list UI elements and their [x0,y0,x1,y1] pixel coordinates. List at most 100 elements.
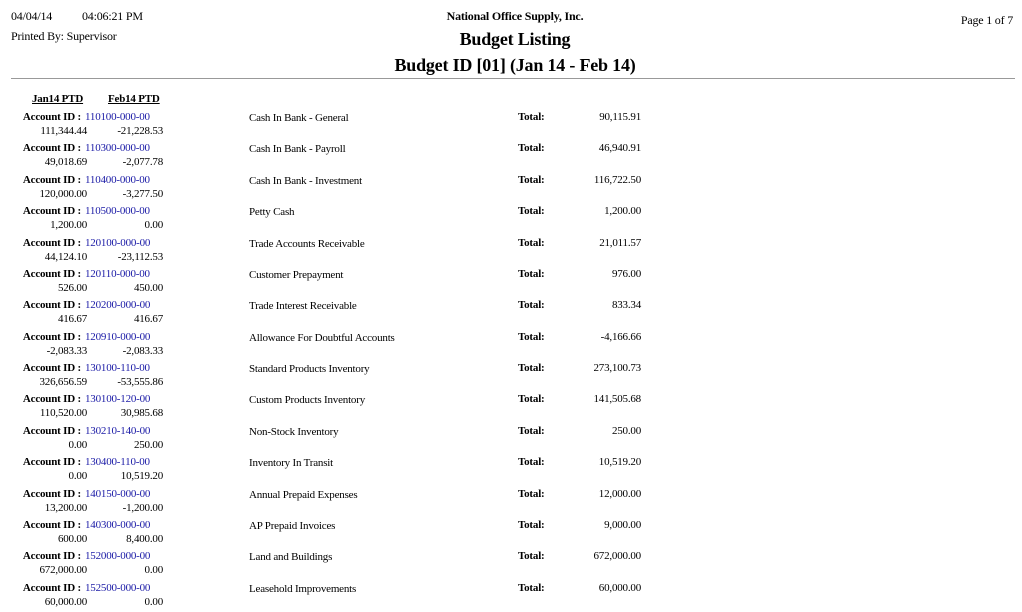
total-label: Total: [518,456,545,469]
total-label: Total: [518,142,545,155]
account-id[interactable]: 120200-000-00 [85,299,151,312]
total-value: 60,000.00 [598,581,641,594]
description: Inventory In Transit [249,457,334,470]
total-value: 9,000.00 [604,518,641,531]
total-label: Total: [518,487,545,500]
total-label: Total: [518,299,545,312]
account-id[interactable]: 130210-140-00 [85,424,151,437]
total-value: 1,200.00 [604,205,641,218]
jan-value: 60,000.00 [44,595,87,608]
account-id[interactable]: 130100-110-00 [85,362,150,375]
account-id[interactable]: 140300-000-00 [85,518,151,531]
account-label: Account ID : [22,456,81,469]
account-id[interactable]: 110300-000-00 [85,142,150,155]
total-label: Total: [518,362,545,375]
description: Non-Stock Inventory [249,425,339,438]
account-id[interactable]: 120100-000-00 [85,236,151,249]
jan-value: 13,200.00 [44,501,87,514]
jan-value: 44,124.10 [44,250,87,263]
feb-value: 0.00 [144,595,164,608]
feb-value: -21,228.53 [117,125,163,137]
total-value: 46,940.91 [598,142,641,155]
print-date: 04/04/14 [11,9,53,23]
jan-value: 672,000.00 [39,564,87,577]
total-label: Total: [518,111,545,123]
total-value: 833.34 [611,299,641,312]
jan-value: 326,656.59 [39,376,87,389]
description: Standard Products Inventory [249,363,370,376]
account-label: Account ID : [22,581,81,594]
page-number: Page 1 of 7 [960,13,1013,27]
feb-value: 8,400.00 [126,532,163,545]
report-title: Budget Listing [459,29,571,49]
feb-value: 30,985.68 [120,407,163,420]
feb-value: -23,112.53 [117,250,163,263]
total-label: Total: [518,173,545,186]
total-label: Total: [518,550,545,563]
account-id[interactable]: 110100-000-00 [85,111,150,123]
print-time: 04:06:21 PM [82,9,143,23]
total-label: Total: [518,581,545,594]
total-label: Total: [518,205,545,218]
description: Annual Prepaid Expenses [249,488,358,501]
feb-value: 10,519.20 [120,470,163,483]
jan-value: 526.00 [57,281,87,294]
jan-value: 416.67 [57,313,87,326]
description: Land and Buildings [249,551,333,564]
account-id[interactable]: 152000-000-00 [85,550,151,563]
account-id[interactable]: 120910-000-00 [85,330,151,343]
description: Allowance For Doubtful Accounts [249,331,395,344]
total-label: Total: [518,236,545,249]
jan-value: 49,018.69 [44,156,87,169]
jan-value: -2,083.33 [46,344,88,357]
column-header: Jan14 PTD [32,93,84,105]
description: Leasehold Improvements [249,582,357,595]
column-header: Feb14 PTD [108,93,160,105]
divider [11,78,1015,79]
total-value: 90,115.91 [599,111,641,123]
total-value: 21,011.57 [599,236,641,249]
total-value: 141,505.68 [593,393,641,406]
total-value: 672,000.00 [593,550,641,563]
account-id[interactable]: 152500-000-00 [85,581,151,594]
jan-value: 0.00 [68,470,88,483]
feb-value: -53,555.86 [117,376,163,389]
account-id[interactable]: 110500-000-00 [85,205,150,218]
description: Petty Cash [249,206,295,219]
jan-value: 111,344.44 [40,125,87,137]
account-label: Account ID : [22,236,81,249]
account-label: Account ID : [22,173,81,186]
total-label: Total: [518,518,545,531]
feb-value: 0.00 [144,219,164,232]
account-label: Account ID : [22,299,81,312]
feb-value: 450.00 [133,281,163,294]
account-label: Account ID : [22,142,81,155]
account-label: Account ID : [22,550,81,563]
account-id[interactable]: 130100-120-00 [85,393,151,406]
account-id[interactable]: 120110-000-00 [85,267,150,280]
total-value: 250.00 [611,424,641,437]
description: Cash In Bank - Investment [249,174,362,187]
account-label: Account ID : [22,424,81,437]
jan-value: 1,200.00 [50,219,87,232]
total-value: -4,166.66 [600,330,642,343]
report-subtitle: Budget ID [01] (Jan 14 - Feb 14) [394,55,636,75]
description: Custom Products Inventory [249,394,365,407]
feb-value: 416.67 [133,313,163,326]
printed-by: Printed By: Supervisor [11,29,117,43]
description: Customer Prepayment [249,268,344,281]
account-label: Account ID : [22,393,81,406]
account-label: Account ID : [22,330,81,343]
account-label: Account ID : [22,518,81,531]
jan-value: 110,520.00 [39,407,87,420]
feb-value: -3,277.50 [122,187,164,200]
account-id[interactable]: 140150-000-00 [85,487,151,500]
description: AP Prepaid Invoices [249,519,336,532]
description: Trade Accounts Receivable [249,237,365,250]
total-label: Total: [518,267,545,280]
total-value: 976.00 [611,267,641,280]
account-label: Account ID : [22,362,81,375]
account-id[interactable]: 110400-000-00 [85,173,150,186]
account-id[interactable]: 130400-110-00 [85,456,150,469]
